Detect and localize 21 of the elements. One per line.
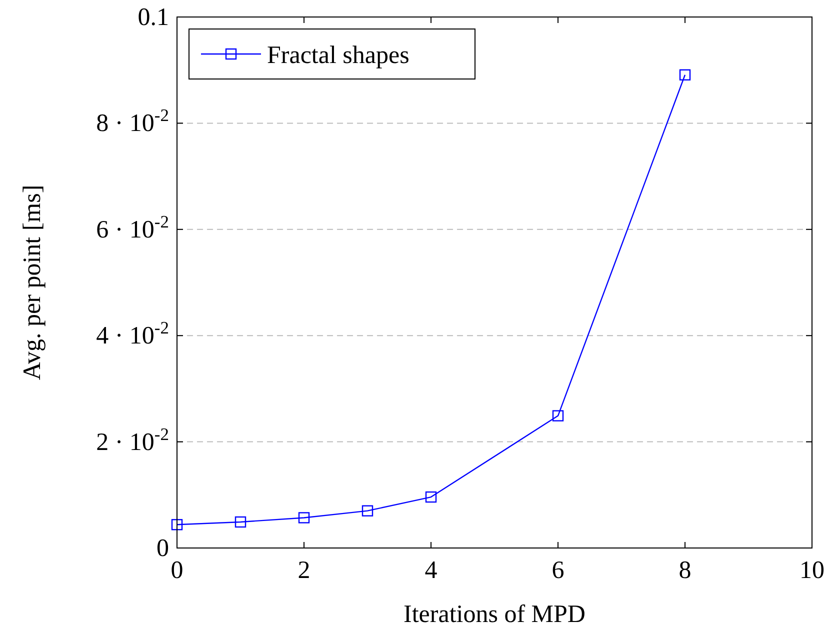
point bbox=[425, 491, 437, 503]
x-axis-title: Iterations of MPD bbox=[404, 601, 586, 628]
y-axis-title: Avg. per point [ms] bbox=[19, 184, 46, 380]
point bbox=[234, 516, 246, 528]
y-tick-label: 0.1 bbox=[138, 4, 169, 31]
point bbox=[171, 519, 183, 530]
legend-label: Fractal shapes bbox=[267, 42, 410, 69]
x-tick-label: 2 bbox=[298, 557, 310, 584]
y-tick-label: 2 · 10$^{-2}$ bbox=[96, 424, 169, 456]
y-tick-label: 8 · 10$^{-2}$ bbox=[96, 105, 169, 138]
point bbox=[679, 69, 691, 80]
point bbox=[298, 512, 310, 524]
x-tick-label: 8 bbox=[678, 557, 692, 584]
point bbox=[552, 410, 564, 422]
x-tick-label: 10 bbox=[800, 557, 824, 584]
x-tick-label: 4 bbox=[424, 557, 438, 584]
y-tick-label: 0 bbox=[156, 535, 169, 562]
x-tick-label: 6 bbox=[552, 557, 564, 584]
point bbox=[362, 505, 374, 516]
y-tick-label: 6 · 10$^{-2}$ bbox=[96, 211, 169, 244]
y-tick-label: 4 · 10$^{-2}$ bbox=[96, 318, 169, 350]
